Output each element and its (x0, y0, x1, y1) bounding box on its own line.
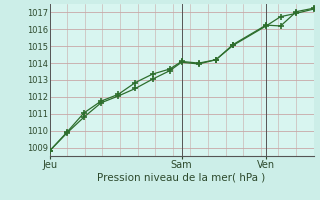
X-axis label: Pression niveau de la mer( hPa ): Pression niveau de la mer( hPa ) (98, 173, 266, 183)
